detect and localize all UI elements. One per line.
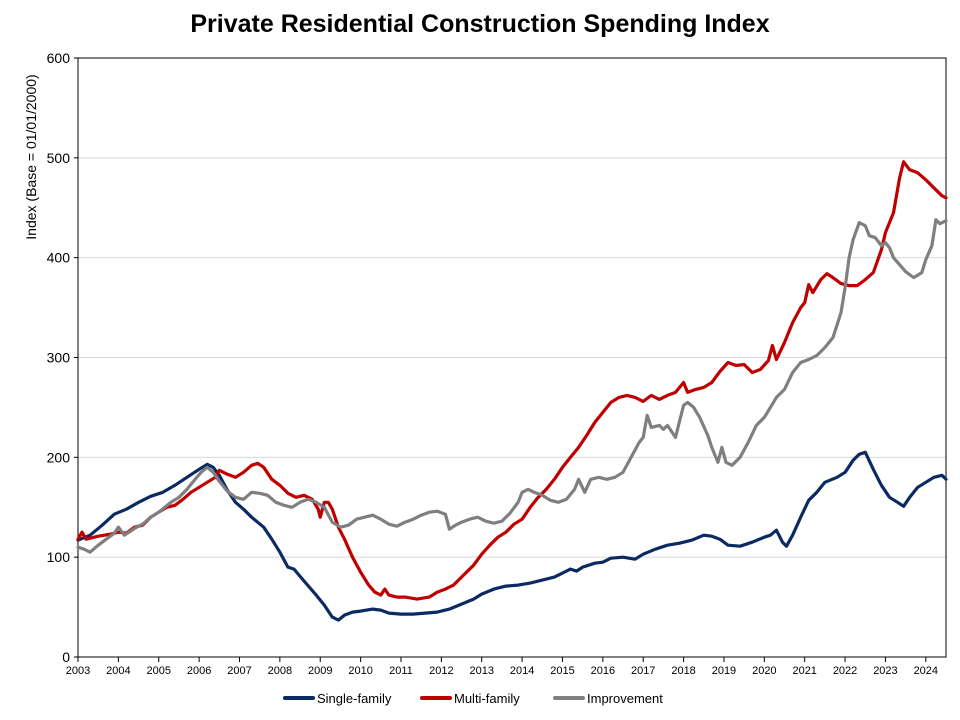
x-tick-label: 2013: [469, 665, 493, 677]
series-lines: [76, 160, 948, 622]
series-line-improvement: [76, 218, 948, 554]
x-tick-label: 2018: [671, 665, 695, 677]
x-tick-label: 2015: [550, 665, 574, 677]
x-axis-ticks: 2003 2004 2005 2006 2007 2008 2009 2010 2011 2012…: [66, 657, 938, 677]
x-tick-label: 2016: [591, 665, 615, 677]
legend-label: Single-family: [317, 691, 392, 706]
x-tick-label: 2003: [66, 665, 90, 677]
x-tick-label: 2012: [429, 665, 453, 677]
x-tick-label: 2014: [510, 665, 534, 677]
y-tick-label: 400: [47, 250, 71, 266]
gridlines: [78, 157, 946, 558]
x-tick-label: 2020: [752, 665, 776, 677]
x-tick-label: 2007: [227, 665, 251, 677]
y-tick-label: 600: [47, 50, 71, 66]
x-tick-label: 2021: [792, 665, 816, 677]
x-tick-label: 2011: [389, 665, 413, 677]
x-tick-label: 2022: [833, 665, 857, 677]
x-tick-label: 2019: [712, 665, 736, 677]
y-tick-label: 100: [47, 549, 71, 565]
legend: Single-family Multi-family Improvement: [283, 691, 663, 706]
x-tick-label: 2005: [147, 665, 171, 677]
x-tick-label: 2017: [631, 665, 655, 677]
y-tick-label: 300: [47, 350, 71, 366]
x-tick-label: 2006: [187, 665, 211, 677]
y-tick-label: 500: [47, 150, 71, 166]
legend-label: Multi-family: [454, 691, 520, 706]
y-axis-ticks: 0 100 200 300 400 500 600: [47, 50, 78, 665]
legend-label: Improvement: [587, 691, 663, 706]
y-axis-title: Index (Base = 01/01/2000): [23, 74, 39, 239]
x-tick-label: 2008: [268, 665, 292, 677]
x-tick-label: 2023: [873, 665, 897, 677]
x-tick-label: 2010: [348, 665, 372, 677]
x-tick-label: 2024: [914, 665, 938, 677]
x-tick-label: 2009: [308, 665, 332, 677]
y-tick-label: 0: [62, 649, 70, 665]
chart-title: Private Residential Construction Spendin…: [190, 10, 770, 38]
series-line-single-family: [76, 450, 948, 622]
series-line-multi-family: [76, 160, 948, 601]
x-tick-label: 2004: [106, 665, 130, 677]
y-tick-label: 200: [47, 449, 71, 465]
